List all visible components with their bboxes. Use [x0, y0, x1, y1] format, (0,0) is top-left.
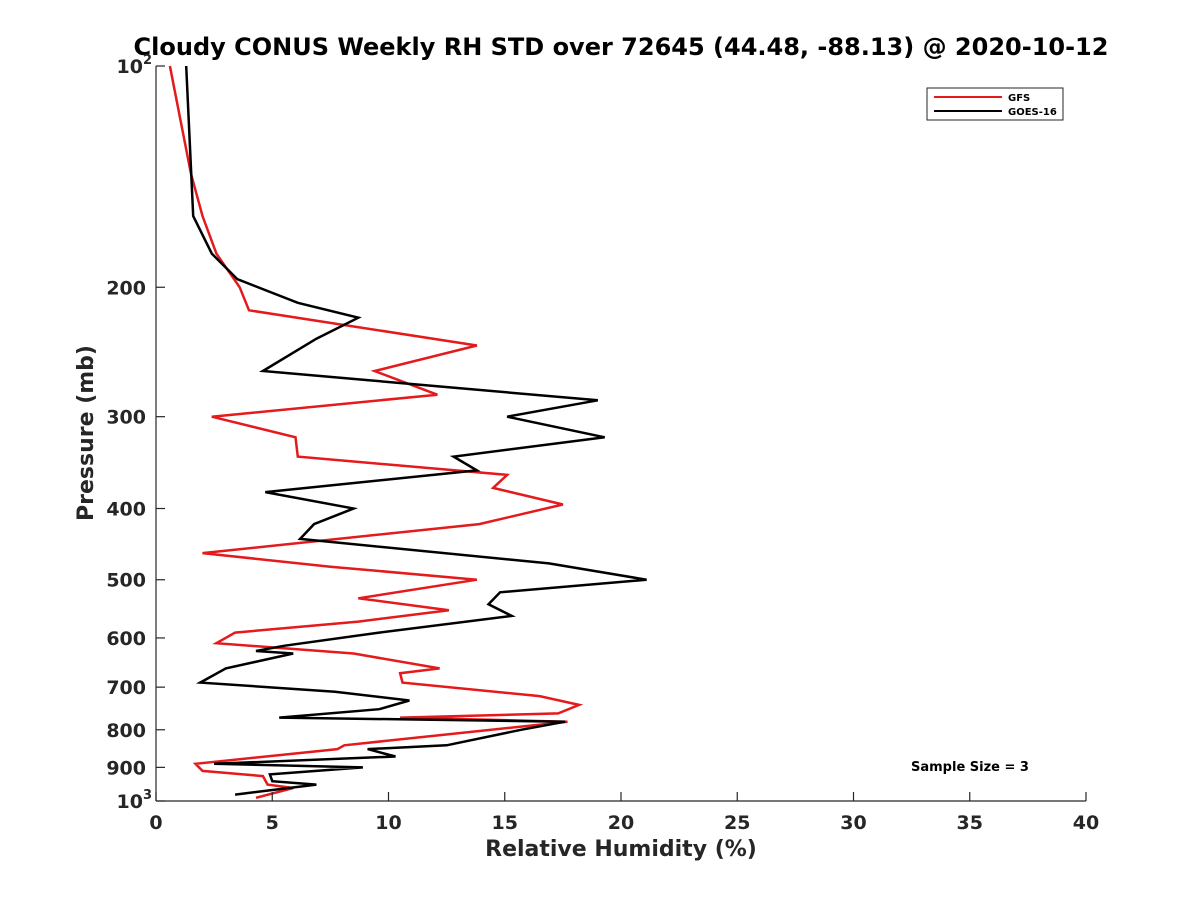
x-tick-label: 40: [1073, 812, 1099, 834]
plot-area: [155, 66, 1086, 802]
y-tick-label: 700: [106, 677, 146, 699]
x-tick-label: 0: [149, 812, 162, 834]
x-tick-label: 30: [840, 812, 866, 834]
y-tick-label: 800: [106, 720, 146, 742]
x-tick-label: 25: [724, 812, 750, 834]
series-layer: [168, 65, 647, 800]
y-tick-label: 900: [106, 757, 146, 779]
x-tick-label: 10: [375, 812, 401, 834]
y-tick-label: 102: [117, 53, 153, 78]
chart-title: Cloudy CONUS Weekly RH STD over 72645 (4…: [134, 33, 1109, 61]
y-tick-label: 600: [106, 628, 146, 650]
series-line-gfs: [168, 65, 584, 800]
y-tick-label: 300: [106, 407, 146, 429]
x-tick-label: 20: [608, 812, 634, 834]
sample-size-annotation: Sample Size = 3: [911, 760, 1029, 775]
y-tick-label: 400: [106, 499, 146, 521]
y-tick-label: 200: [106, 277, 146, 299]
y-axis-label: Pressure (mb): [74, 345, 99, 521]
x-ticks: 0 5 10 15 20 25 30 35 40: [149, 792, 1099, 834]
x-tick-label: 35: [957, 812, 983, 834]
y-tick-label: 500: [106, 570, 146, 592]
x-axis-label: Relative Humidity (%): [485, 837, 757, 862]
series-line-goes16: [184, 65, 647, 796]
x-tick-label: 5: [266, 812, 279, 834]
legend-label-goes16: GOES-16: [1008, 107, 1057, 118]
legend: GFS GOES-16: [926, 87, 1064, 121]
y-ticks: 102 200 300 400 500 600 700 800 900 103: [106, 53, 165, 813]
legend-label-gfs: GFS: [1008, 93, 1030, 104]
y-tick-label: 103: [117, 788, 153, 813]
x-tick-label: 15: [492, 812, 518, 834]
legend-box: [926, 87, 1064, 121]
